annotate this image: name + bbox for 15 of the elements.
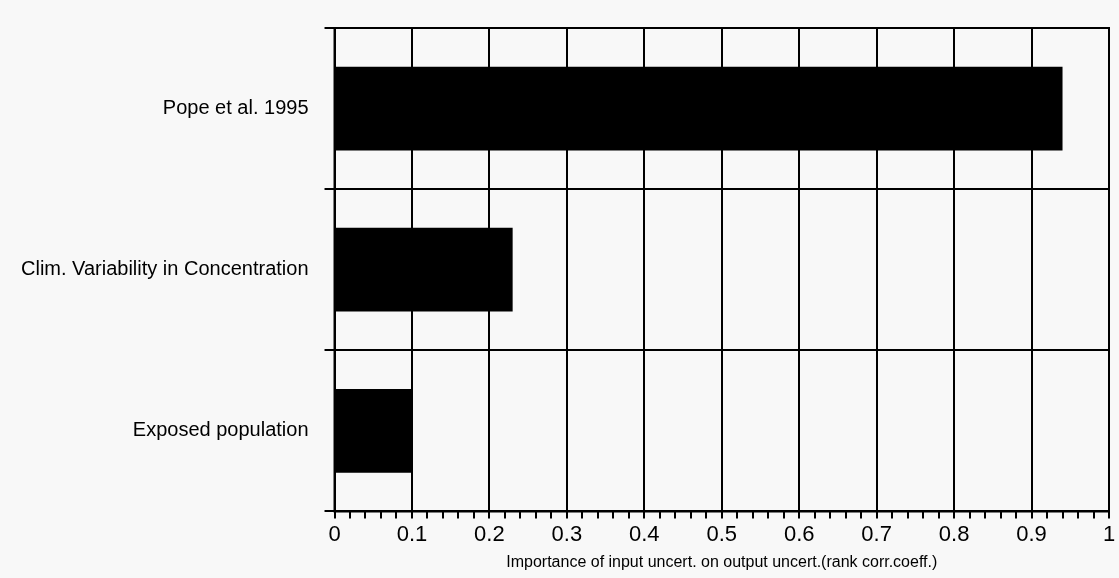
x-tick-label: 1 (1102, 520, 1116, 546)
x-tick-label: 0.3 (551, 520, 583, 546)
x-tick-label: 0.4 (629, 520, 660, 546)
x-tick-label: 0.6 (783, 520, 815, 546)
x-tick-label: 0 (328, 520, 341, 546)
x-tick-label: 0.8 (938, 520, 970, 546)
y-tick-label: Clim. Variability in Concentration (20, 257, 309, 280)
x-tick-label: 0.2 (474, 520, 505, 546)
x-tick-label: 0.5 (706, 520, 738, 546)
x-axis-title: Importance of input uncert. on output uncert.(rank corr.coeff.) (506, 552, 938, 570)
x-tick-label: 0.9 (1016, 520, 1047, 546)
y-tick-label: Pope et al. 1995 (162, 96, 309, 119)
y-tick-label: Exposed population (132, 418, 309, 441)
x-tick-label: 0.7 (861, 520, 892, 546)
x-tick-label: 0.1 (396, 520, 428, 546)
